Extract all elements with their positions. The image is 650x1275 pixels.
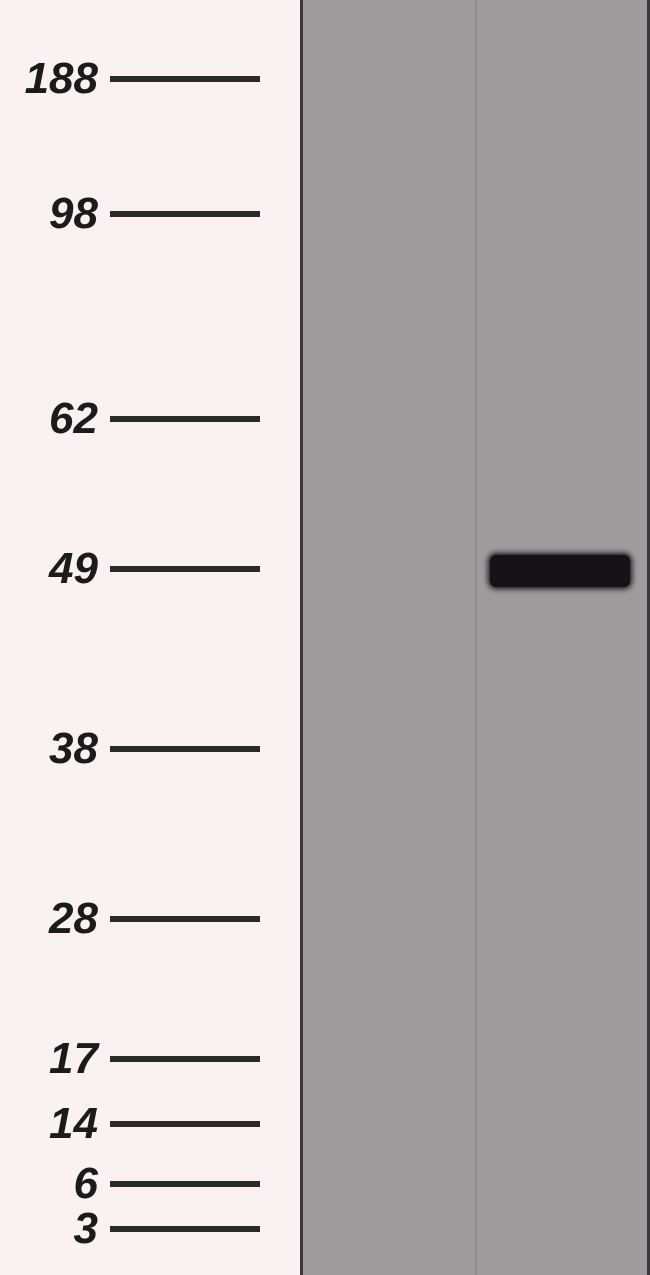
marker-row: 38 bbox=[0, 724, 260, 774]
marker-row: 3 bbox=[0, 1204, 260, 1254]
marker-label: 49 bbox=[0, 544, 110, 594]
marker-tick bbox=[110, 1056, 260, 1062]
marker-label: 14 bbox=[0, 1099, 110, 1149]
marker-label: 98 bbox=[0, 189, 110, 239]
lane-divider bbox=[475, 0, 477, 1275]
marker-row: 6 bbox=[0, 1159, 260, 1209]
marker-tick bbox=[110, 416, 260, 422]
marker-tick bbox=[110, 76, 260, 82]
marker-label: 3 bbox=[0, 1204, 110, 1254]
marker-tick bbox=[110, 566, 260, 572]
marker-row: 14 bbox=[0, 1099, 260, 1149]
marker-row: 62 bbox=[0, 394, 260, 444]
marker-tick bbox=[110, 211, 260, 217]
marker-row: 188 bbox=[0, 54, 260, 104]
western-blot-figure: 188 98 62 49 38 28 17 14 63 bbox=[0, 0, 650, 1275]
marker-tick bbox=[110, 1181, 260, 1187]
marker-tick bbox=[110, 916, 260, 922]
marker-label: 62 bbox=[0, 394, 110, 444]
blot-band bbox=[490, 555, 630, 587]
marker-row: 28 bbox=[0, 894, 260, 944]
marker-label: 38 bbox=[0, 724, 110, 774]
marker-label: 6 bbox=[0, 1159, 110, 1209]
marker-tick bbox=[110, 746, 260, 752]
marker-label: 17 bbox=[0, 1034, 110, 1084]
marker-row: 17 bbox=[0, 1034, 260, 1084]
marker-row: 49 bbox=[0, 544, 260, 594]
marker-tick bbox=[110, 1226, 260, 1232]
marker-label: 28 bbox=[0, 894, 110, 944]
marker-row: 98 bbox=[0, 189, 260, 239]
marker-tick bbox=[110, 1121, 260, 1127]
marker-label: 188 bbox=[0, 54, 110, 104]
